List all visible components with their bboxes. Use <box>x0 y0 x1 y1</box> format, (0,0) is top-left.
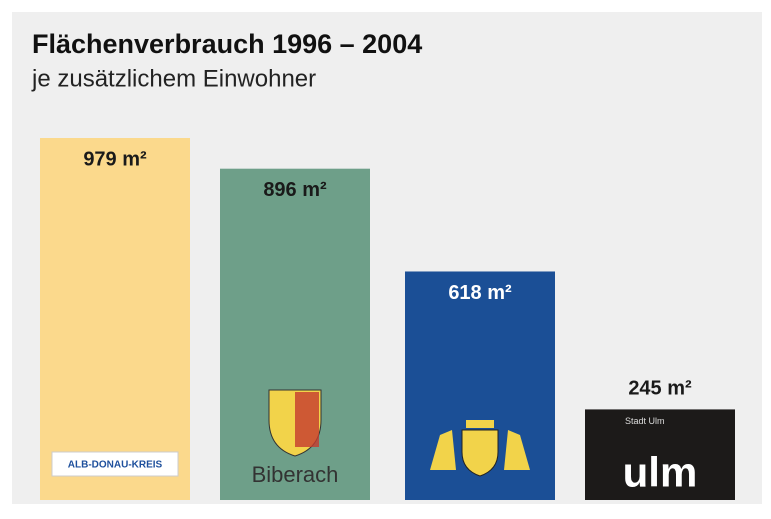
x-tick-label: ulm <box>623 449 698 496</box>
bar <box>585 409 735 500</box>
chart-subtitle: je zusätzlichem Einwohner <box>31 65 316 92</box>
logo-caption: Stadt Ulm <box>625 416 665 426</box>
coat-of-arms-crown <box>466 420 494 428</box>
bar <box>40 138 190 500</box>
logo-half <box>295 392 319 447</box>
coat-of-arms-left <box>430 430 456 470</box>
x-tick-label: Biberach <box>252 462 339 487</box>
coat-of-arms <box>461 429 499 477</box>
x-tick-label: ALB-DONAU-KREIS <box>68 460 163 471</box>
value-label: 979 m² <box>83 148 147 170</box>
coat-of-arms-right <box>504 430 530 470</box>
value-label: 896 m² <box>263 179 327 201</box>
value-label: 618 m² <box>448 282 512 304</box>
chart-title: Flächenverbrauch 1996 – 2004 <box>32 29 422 59</box>
value-label: 245 m² <box>628 378 692 400</box>
logo-box <box>51 451 179 477</box>
